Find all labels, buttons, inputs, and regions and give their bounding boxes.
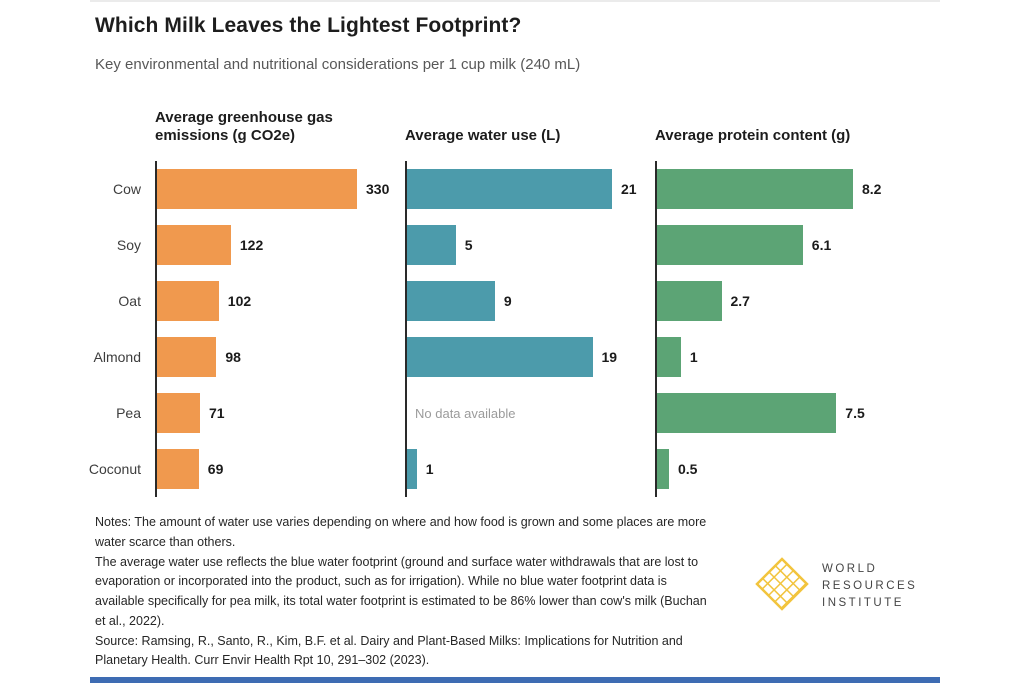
no-data-label: No data available — [415, 405, 516, 421]
bar-value-label: 21 — [621, 181, 637, 197]
bar — [657, 337, 681, 377]
bar-row: 98 — [157, 329, 405, 385]
bar — [657, 225, 803, 265]
wri-logo-icon — [755, 557, 809, 616]
panel-header-protein: Average protein content (g) — [655, 127, 851, 145]
bar-row: 5 — [407, 217, 655, 273]
wri-logo: WORLD RESOURCES INSTITUTE — [755, 557, 917, 616]
bar — [157, 225, 231, 265]
bar-row: 330 — [157, 161, 405, 217]
bar-row: No data available — [407, 385, 655, 441]
chart-panel: 330 122 102 98 71 69 — [155, 161, 405, 497]
bar-value-label: 2.7 — [730, 293, 750, 309]
bar-row: 102 — [157, 273, 405, 329]
bar-value-label: 122 — [239, 237, 264, 253]
bar-row: 8.2 — [657, 161, 955, 217]
bar-row: 21 — [407, 161, 655, 217]
bar-row: 9 — [407, 273, 655, 329]
bar — [657, 449, 669, 489]
bar-value-label: 8.2 — [862, 181, 882, 197]
bar — [407, 449, 417, 489]
bar-row: 6.1 — [657, 217, 955, 273]
bar — [407, 337, 593, 377]
bar-value-label: 6.1 — [811, 237, 832, 253]
notes-paragraph: The average water use reflects the blue … — [95, 554, 707, 628]
bar — [157, 281, 219, 321]
bottom-accent-bar — [90, 677, 940, 683]
bar-row: 19 — [407, 329, 655, 385]
chart-panel: 21 5 9 19 No data available 1 — [405, 161, 655, 497]
bar — [157, 169, 357, 209]
bar-row: 122 — [157, 217, 405, 273]
bar-value-label: 1 — [425, 461, 434, 477]
row-label: Soy — [116, 237, 141, 253]
bar-value-label: 330 — [366, 181, 390, 197]
bar-row: 7.5 — [657, 385, 955, 441]
bar — [657, 169, 853, 209]
panel-header-ghg: Average greenhouse gas emissions (g CO2e… — [155, 108, 333, 145]
wri-logo-text-line: WORLD — [822, 563, 878, 576]
bar-value-label: 7.5 — [845, 405, 865, 421]
wri-logo-text: WORLD RESOURCES INSTITUTE — [822, 561, 917, 611]
bar — [407, 225, 456, 265]
chart-area: Average greenhouse gas emissions (g CO2e… — [88, 103, 955, 497]
notes-paragraph: Notes: The amount of water use varies de… — [95, 515, 707, 549]
top-edge-line — [90, 0, 940, 2]
bar — [157, 449, 199, 489]
bar-value-label: 102 — [227, 293, 252, 309]
row-label-column: Cow Soy Oat Almond Pea Coconut — [88, 161, 155, 497]
bar-value-label: 5 — [464, 237, 473, 253]
bar-row: 1 — [657, 329, 955, 385]
bar — [407, 281, 495, 321]
bar — [407, 169, 612, 209]
row-label: Oat — [118, 293, 141, 309]
bar — [157, 393, 200, 433]
chart-panel: 8.2 6.1 2.7 1 7.5 0.5 — [655, 161, 955, 497]
bar-value-label: 19 — [601, 349, 618, 365]
bar-row: 71 — [157, 385, 405, 441]
bar-value-label: 69 — [207, 461, 224, 477]
row-label: Almond — [93, 349, 141, 365]
notes-paragraph: Source: Ramsing, R., Santo, R., Kim, B.F… — [95, 633, 683, 668]
bar — [657, 393, 837, 433]
bar-row: 2.7 — [657, 273, 955, 329]
bar — [657, 281, 722, 321]
bar-row: 69 — [157, 441, 405, 497]
bar-row: 0.5 — [657, 441, 955, 497]
wri-logo-text-line: RESOURCES — [822, 580, 918, 593]
page-title: Which Milk Leaves the Lightest Footprint… — [95, 14, 522, 37]
row-label: Pea — [116, 405, 141, 421]
bar-value-label: 0.5 — [678, 461, 698, 477]
wri-logo-text-line: INSTITUTE — [822, 596, 904, 609]
row-label: Cow — [112, 181, 141, 197]
panel-header-row: Average greenhouse gas emissions (g CO2e… — [95, 103, 955, 161]
bar-value-label: 1 — [689, 349, 698, 365]
bar-row: 1 — [407, 441, 655, 497]
page-subtitle: Key environmental and nutritional consid… — [95, 56, 581, 73]
notes-block: Notes: The amount of water use varies de… — [95, 513, 717, 671]
bar-value-label: 9 — [503, 293, 512, 309]
bar — [157, 337, 217, 377]
chart-body-row: Cow Soy Oat Almond Pea Coconut 330 122 102 98 71 6… — [88, 161, 955, 497]
row-label: Coconut — [88, 461, 141, 477]
bar-value-label: 98 — [225, 349, 241, 365]
panel-header-water: Average water use (L) — [405, 127, 561, 145]
bar-value-label: 71 — [209, 405, 225, 421]
